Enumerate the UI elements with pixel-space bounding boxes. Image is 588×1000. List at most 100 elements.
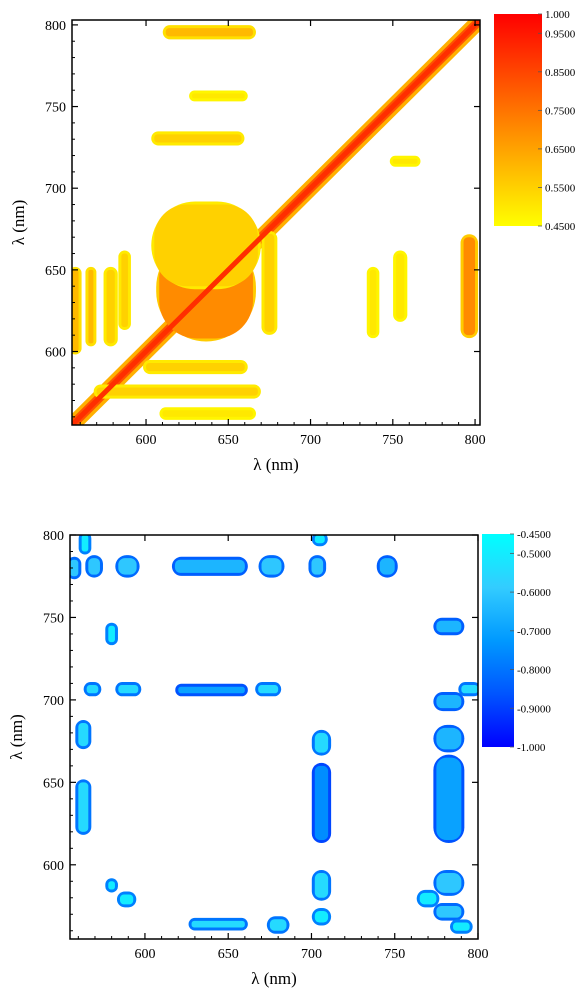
colorbar-label: -0.7000 <box>517 626 551 638</box>
heatmap-cell <box>119 894 134 905</box>
heatmap-cell <box>314 732 329 753</box>
colorbar-label: 1.000 <box>545 9 570 21</box>
y-tick-label: 650 <box>45 264 66 279</box>
plot-area <box>70 535 478 939</box>
heatmap-cell <box>436 906 462 918</box>
colorbar-label: 0.4500 <box>545 221 576 233</box>
heatmap-cell <box>314 765 329 841</box>
heatmap-cell <box>108 881 115 890</box>
colorbar-label: 0.8500 <box>545 67 576 79</box>
heatmap-cell <box>154 204 258 287</box>
heatmap-cell <box>174 559 245 573</box>
heatmap-cell <box>88 558 100 575</box>
heatmap-cell <box>436 694 462 709</box>
y-tick-label: 700 <box>43 694 64 709</box>
colorbar: 1.000 0.9500 0.8500 0.7500 0.6500 0.5500 0.450… <box>494 9 576 233</box>
x-tick-label: 700 <box>301 947 322 962</box>
colorbar-label: 0.5500 <box>545 182 576 194</box>
heatmap-cell <box>311 558 324 575</box>
heatmap-cell <box>463 237 476 336</box>
heatmap-cell <box>146 362 245 372</box>
heatmap-cell <box>258 685 279 694</box>
x-axis-label: λ (nm) <box>251 969 297 988</box>
y-tick-label: 700 <box>45 182 66 197</box>
y-tick-label: 600 <box>45 346 66 361</box>
heatmap-cell <box>108 625 115 643</box>
y-tick-label: 750 <box>43 611 64 626</box>
heatmap-cell <box>261 558 282 575</box>
colorbar-label: 0.6500 <box>545 144 576 156</box>
colorbar-label: -0.9000 <box>517 703 551 715</box>
x-axis-label: λ (nm) <box>253 455 299 474</box>
colorbar-label: -0.6000 <box>517 587 551 599</box>
y-tick-label: 800 <box>45 19 66 34</box>
heatmap-cell <box>264 233 275 332</box>
heatmap-cell <box>453 922 470 931</box>
colorbar-label: -0.5000 <box>517 548 551 560</box>
heatmap-cell <box>118 558 137 575</box>
heatmap-cell <box>118 685 139 694</box>
heatmap-cell <box>178 686 245 694</box>
heatmap-cell <box>192 93 245 99</box>
heatmap-cell <box>165 28 253 37</box>
heatmap-cell <box>392 158 418 164</box>
colorbar: -0.4500 -0.5000 -0.6000 -0.7000 -0.8000 -0.90… <box>482 529 551 754</box>
plot-frame <box>71 19 481 426</box>
heatmap-cell <box>70 559 79 577</box>
x-tick-label: 800 <box>468 947 489 962</box>
y-tick-label: 750 <box>45 101 66 116</box>
heatmap-cell <box>78 722 89 747</box>
x-tick-label: 650 <box>218 947 239 962</box>
heatmap-cell <box>86 685 99 694</box>
heatmap-cell <box>106 269 115 344</box>
colorbar-label: -0.8000 <box>517 665 551 677</box>
heatmap-cell <box>78 782 89 832</box>
diagonal-band-top <box>72 20 480 425</box>
heatmap-cell <box>436 757 462 841</box>
colorbar-gradient <box>482 534 514 747</box>
x-tick-label: 750 <box>382 433 403 448</box>
heatmap-cell <box>314 873 329 898</box>
y-axis-label: λ (nm) <box>9 200 28 246</box>
heatmap-cell <box>269 919 287 931</box>
colorbar-label: -1.000 <box>517 742 546 754</box>
heatmap-cell <box>436 873 462 893</box>
heatmap-cell <box>436 620 462 633</box>
y-tick-label: 600 <box>43 859 64 874</box>
heatmap-cell <box>419 892 437 905</box>
correlation-map-negative: 600 650 700 750 800 600 650 700 750 800 λ (nm) λ (n… <box>7 529 551 988</box>
x-tick-label: 700 <box>300 433 321 448</box>
colorbar-gradient <box>494 14 542 226</box>
colorbar-label: 0.9500 <box>545 28 576 40</box>
plot-frame <box>69 534 479 940</box>
heatmap-cell <box>379 558 395 575</box>
heatmap-cell <box>154 134 242 143</box>
colorbar-label: 0.7500 <box>545 105 576 117</box>
heatmap-regions <box>72 20 480 425</box>
y-axis-label: λ (nm) <box>7 714 26 760</box>
heatmap-cell <box>72 269 79 352</box>
heatmap-cell <box>81 535 89 552</box>
heatmap-regions <box>70 535 478 934</box>
heatmap-cell <box>96 387 258 396</box>
y-tick-label: 650 <box>43 776 64 791</box>
heatmap-cell <box>191 920 245 928</box>
x-tick-label: 800 <box>465 433 486 448</box>
correlation-map-positive: 600 650 700 750 800 600 650 700 750 800 λ (nm) λ (n… <box>9 9 576 474</box>
x-tick-label: 650 <box>218 433 239 448</box>
heatmap-cell <box>88 269 94 344</box>
heatmap-cell <box>396 253 405 319</box>
heatmap-cell <box>314 535 325 544</box>
colorbar-label: -0.4500 <box>517 529 551 541</box>
heatmap-cell <box>369 269 377 336</box>
y-tick-label: 800 <box>43 529 64 544</box>
heatmap-cell <box>162 410 253 417</box>
heatmap-cell <box>461 685 478 694</box>
heatmap-cell <box>121 253 128 328</box>
x-tick-label: 600 <box>136 433 157 448</box>
heatmap-cell <box>314 910 329 923</box>
x-tick-label: 600 <box>134 947 155 962</box>
x-tick-label: 750 <box>384 947 405 962</box>
heatmap-cell <box>436 727 462 750</box>
